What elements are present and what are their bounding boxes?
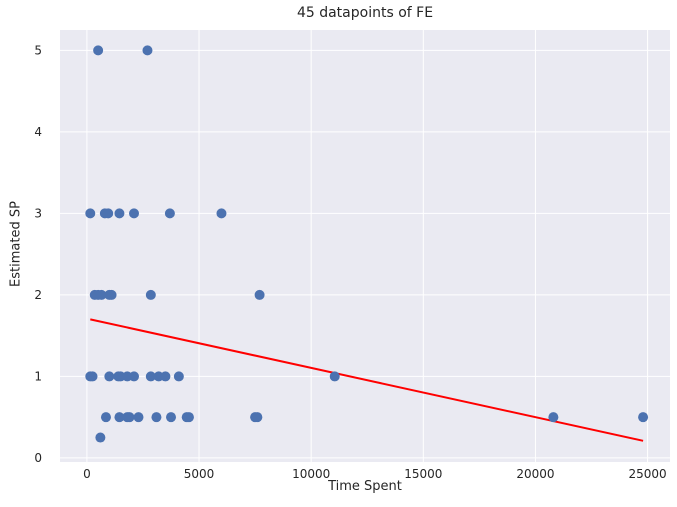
x-tick-label: 15000 — [404, 467, 442, 481]
x-tick-label: 10000 — [292, 467, 330, 481]
grid-lines — [60, 30, 670, 462]
data-point — [100, 412, 111, 423]
data-point — [216, 208, 227, 219]
y-tick-label: 4 — [34, 125, 42, 139]
data-point — [252, 412, 263, 423]
data-point — [142, 45, 153, 56]
data-point — [104, 371, 115, 382]
y-axis-label: Estimated SP — [8, 201, 24, 287]
data-point — [95, 432, 106, 443]
data-point — [638, 412, 649, 423]
data-point — [151, 412, 162, 423]
data-point — [114, 208, 125, 219]
y-tick-label: 2 — [34, 288, 42, 302]
data-point — [96, 289, 107, 300]
x-axis-ticks: 0 5000 10000 15000 20000 25000 — [83, 467, 667, 481]
y-axis-ticks: 0 1 2 3 4 5 — [34, 43, 42, 465]
plot-area — [60, 30, 670, 462]
data-point — [87, 371, 98, 382]
data-point — [133, 412, 144, 423]
chart-title: 45 datapoints of FE — [296, 5, 434, 21]
x-tick-label: 5000 — [184, 467, 215, 481]
data-point — [85, 208, 96, 219]
data-point — [329, 371, 340, 382]
y-tick-label: 3 — [34, 206, 42, 220]
data-point — [114, 412, 125, 423]
y-tick-label: 1 — [34, 369, 42, 383]
x-tick-label: 25000 — [628, 467, 666, 481]
data-point — [173, 371, 184, 382]
data-point — [183, 412, 194, 423]
x-tick-label: 0 — [83, 467, 91, 481]
data-point — [106, 289, 117, 300]
data-point — [254, 289, 265, 300]
x-tick-label: 20000 — [516, 467, 554, 481]
data-point — [145, 371, 156, 382]
data-points — [85, 45, 649, 443]
data-point — [160, 371, 171, 382]
x-axis-label: Time Spent — [328, 479, 402, 494]
data-point — [145, 289, 156, 300]
y-tick-label: 5 — [34, 43, 42, 57]
y-tick-label: 0 — [34, 451, 42, 465]
data-point — [548, 412, 559, 423]
data-point — [103, 208, 114, 219]
data-point — [129, 371, 140, 382]
data-point — [124, 412, 135, 423]
data-point — [93, 45, 104, 56]
data-point — [166, 412, 177, 423]
data-point — [164, 208, 175, 219]
data-point — [129, 208, 140, 219]
